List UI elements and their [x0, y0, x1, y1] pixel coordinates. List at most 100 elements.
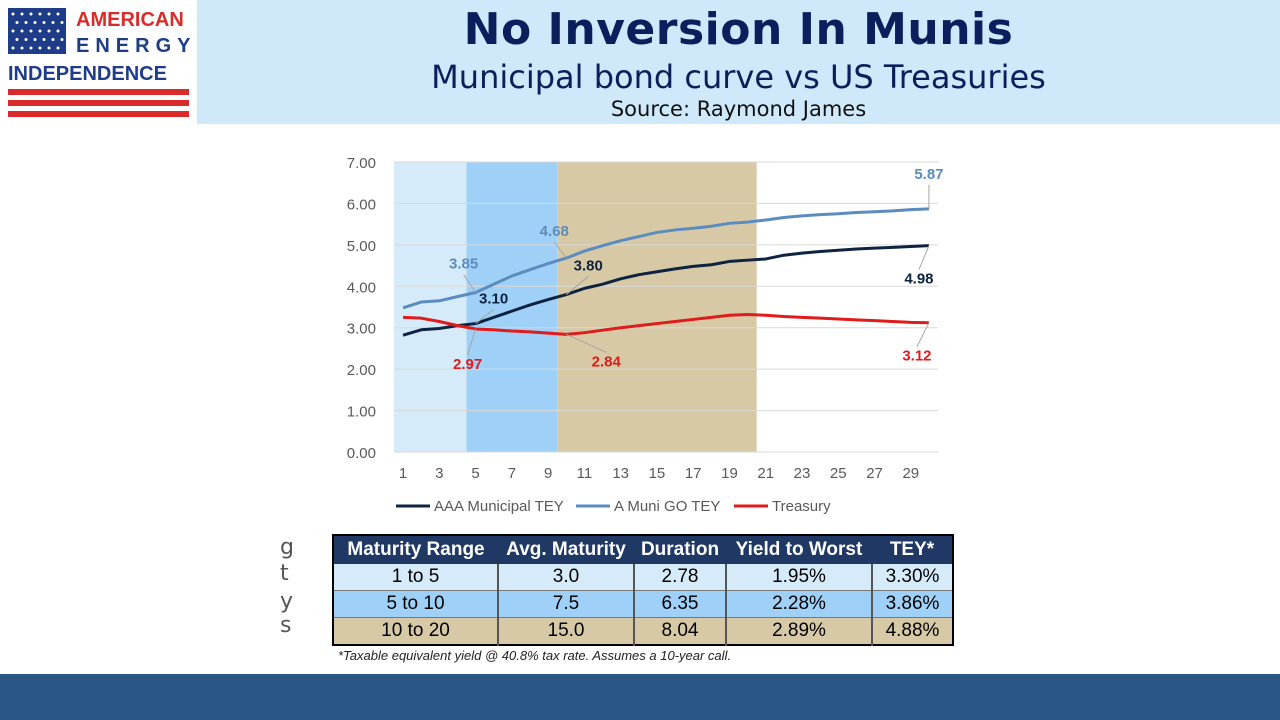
annotation-leader — [566, 333, 607, 353]
x-tick-label: 5 — [471, 465, 479, 482]
data-label: 3.85 — [449, 256, 478, 273]
logo-star — [29, 46, 33, 50]
annotation-leader — [916, 322, 930, 347]
logo-star — [24, 38, 28, 41]
logo-graphic: AMERICAN ENERGY INDEPENDENCE — [8, 8, 190, 117]
y-tick-label: 6.00 — [347, 196, 376, 213]
logo-star — [47, 29, 51, 33]
table-cell: 3.86% — [871, 590, 953, 618]
cropped-text-fragment: t — [280, 561, 289, 586]
brand-logo: AMERICAN ENERGY INDEPENDENCE — [0, 0, 197, 124]
data-label: 4.68 — [540, 223, 569, 240]
x-tick-label: 27 — [866, 465, 883, 482]
x-tick-label: 11 — [577, 465, 593, 482]
logo-star — [47, 12, 51, 16]
header-banner: No Inversion In Munis Municipal bond cur… — [197, 0, 1280, 124]
logo-star — [11, 46, 15, 50]
page-subtitle: Municipal bond curve vs US Treasuries — [431, 58, 1046, 96]
column-header: TEY* — [872, 535, 953, 564]
annotation-leader — [553, 241, 567, 259]
logo-star — [51, 38, 55, 41]
annotation-leader — [475, 309, 494, 324]
data-label: 4.98 — [904, 271, 933, 288]
logo-star — [51, 21, 55, 24]
table-row: 5 to 10 7.5 6.35 2.28% 3.86% — [333, 590, 953, 618]
logo-star — [56, 46, 60, 50]
page-title: No Inversion In Munis — [463, 4, 1014, 55]
x-tick-label: 15 — [649, 465, 666, 482]
data-label: 3.12 — [902, 348, 931, 365]
logo-star — [20, 12, 24, 16]
table-cell: 7.5 — [497, 590, 634, 618]
legend-label: AAA Municipal TEY — [434, 498, 564, 515]
table-cell: 8.04 — [633, 617, 726, 645]
logo-star — [60, 38, 64, 41]
logo-star — [47, 46, 51, 50]
logo-star — [29, 12, 33, 16]
logo-stripe — [8, 111, 189, 117]
yield-curve-chart: 7.00 6.00 5.00 4.00 3.00 2.00 1.00 0.00 1 3 5 7 9 11 1… — [330, 140, 965, 530]
y-tick-label: 4.00 — [347, 279, 376, 296]
table-cell: 1 to 5 — [333, 564, 498, 591]
data-label: 3.80 — [574, 258, 603, 275]
table-cell: 2.89% — [725, 617, 872, 645]
table-cell: 10 to 20 — [333, 617, 498, 645]
x-tick-label: 13 — [612, 465, 629, 482]
table-row: 1 to 5 3.0 2.78 1.95% 3.30% — [333, 564, 953, 591]
x-tick-label: 25 — [830, 465, 847, 482]
table-cell: 1.95% — [725, 564, 872, 591]
x-tick-label: 1 — [399, 465, 407, 482]
annotation-leader — [467, 328, 477, 356]
logo-star — [56, 29, 60, 33]
logo-star — [11, 29, 15, 33]
y-tick-label: 3.00 — [347, 321, 376, 338]
logo-star-field — [8, 8, 66, 54]
chart-svg: 7.006.005.004.003.002.001.000.001 3 5 7 9 11 1… — [347, 155, 944, 515]
table-cell: 2.78 — [633, 564, 726, 591]
logo-star — [42, 21, 46, 24]
x-tick-label: 17 — [685, 465, 702, 482]
logo-star — [33, 21, 37, 24]
maturity-band — [466, 162, 558, 452]
logo-star — [20, 29, 24, 33]
table-header-row: Maturity Range Avg. Maturity Duration Yi… — [333, 535, 953, 564]
x-tick-label: 23 — [794, 465, 811, 482]
column-header: Maturity Range — [333, 535, 498, 564]
series-line — [402, 244, 930, 337]
logo-star — [38, 46, 42, 50]
y-tick-label: 0.00 — [347, 445, 376, 462]
legend-label: A Muni GO TEY — [614, 498, 720, 515]
logo-star — [15, 38, 19, 41]
table-cell: 5 to 10 — [333, 590, 498, 618]
logo-star — [38, 12, 42, 16]
logo-star — [60, 21, 64, 24]
annotation-leader — [918, 245, 930, 270]
x-tick-label: 3 — [435, 465, 443, 482]
annotation-leader — [463, 274, 477, 293]
logo-stripe — [8, 89, 189, 95]
data-label: 3.10 — [479, 291, 508, 308]
table-cell: 4.88% — [871, 617, 953, 645]
column-header: Avg. Maturity — [498, 535, 634, 564]
table-cell: 15.0 — [497, 617, 634, 645]
data-label: 2.84 — [592, 353, 622, 370]
series-line — [402, 207, 930, 310]
y-tick-label: 7.00 — [347, 155, 376, 172]
y-tick-label: 5.00 — [347, 238, 376, 255]
x-tick-label: 7 — [508, 465, 516, 482]
logo-star — [15, 21, 19, 24]
table-cell: 2.28% — [725, 590, 872, 618]
annotation-leader — [565, 276, 589, 295]
y-tick-label: 2.00 — [347, 362, 376, 379]
table-footnote: *Taxable equivalent yield @ 40.8% tax ra… — [338, 648, 732, 663]
logo-star — [24, 21, 28, 24]
logo-star — [20, 46, 24, 50]
logo-star — [38, 29, 42, 33]
table-row: 10 to 20 15.0 8.04 2.89% 4.88% — [333, 617, 953, 645]
data-label: 5.87 — [914, 166, 943, 183]
logo-star — [29, 29, 33, 33]
logo-line-independence: INDEPENDENCE — [8, 63, 167, 85]
footer-bar — [0, 674, 1280, 720]
logo-line-american: AMERICAN — [76, 9, 184, 31]
x-tick-label: 19 — [721, 465, 738, 482]
